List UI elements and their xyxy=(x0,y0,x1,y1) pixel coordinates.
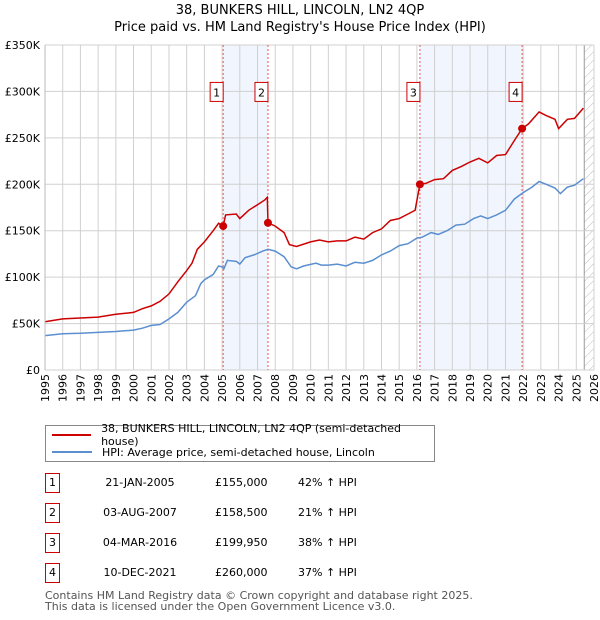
price-chart: 1995 1996 1997 1998 1999 2000 2001 2002 2003 2004… xyxy=(5,39,600,402)
sale-label: 3 xyxy=(410,86,417,99)
x-tick-label: 2015 xyxy=(393,374,406,402)
x-tick-label: 2016 xyxy=(411,374,424,402)
sale-row: 3 04-MAR-2016 £199,950 38% ↑ HPI xyxy=(45,533,445,553)
chart-subtitle: Price paid vs. HM Land Registry's House … xyxy=(114,20,486,35)
x-tick-label: 2020 xyxy=(482,374,495,402)
sale-row: 2 03-AUG-2007 £158,500 21% ↑ HPI xyxy=(45,503,445,523)
x-tick-label: 2012 xyxy=(340,374,353,402)
x-tick-label: 2005 xyxy=(216,374,229,402)
sale-hpi-change: 37% ↑ HPI xyxy=(298,566,357,579)
sale-date: 21-JAN-2005 xyxy=(105,476,175,489)
x-tick-label: 1997 xyxy=(74,374,87,402)
y-tick-label: £200K xyxy=(5,178,41,191)
legend-item-hpi: HPI: Average price, semi-detached house,… xyxy=(46,444,375,460)
x-tick-label: 2003 xyxy=(181,374,194,402)
x-tick-label: 2010 xyxy=(305,374,318,402)
sale-price: £199,950 xyxy=(215,536,268,549)
sale-number-badge: 1 xyxy=(45,473,60,493)
x-tick-label: 1998 xyxy=(92,374,105,402)
x-tick-label: 1999 xyxy=(110,374,123,402)
x-tick-label: 2009 xyxy=(287,374,300,402)
sale-label: 2 xyxy=(258,86,265,99)
x-tick-label: 2002 xyxy=(163,374,176,402)
y-tick-label: £300K xyxy=(5,85,41,98)
x-tick-label: 2019 xyxy=(464,374,477,402)
sale-number-badge: 3 xyxy=(45,533,60,553)
property-price-line xyxy=(44,107,584,323)
sale-date: 03-AUG-2007 xyxy=(103,506,177,519)
y-tick-label: £150K xyxy=(5,225,41,238)
x-tick-label: 2007 xyxy=(252,374,265,402)
legend-label: HPI: Average price, semi-detached house,… xyxy=(102,445,375,459)
legend: 38, BUNKERS HILL, LINCOLN, LN2 4QP (semi… xyxy=(45,422,435,462)
x-tick-label: 2014 xyxy=(375,374,388,402)
legend-item-property: 38, BUNKERS HILL, LINCOLN, LN2 4QP (semi… xyxy=(46,422,434,448)
x-tick-label: 2017 xyxy=(429,374,442,402)
sale-hpi-change: 38% ↑ HPI xyxy=(298,536,357,549)
y-tick-label: £50K xyxy=(12,318,41,331)
y-tick-label: £100K xyxy=(5,271,41,284)
x-tick-label: 2018 xyxy=(446,374,459,402)
sale-price: £158,500 xyxy=(215,506,268,519)
x-tick-label: 2025 xyxy=(570,374,583,402)
x-tick-label: 2006 xyxy=(234,374,247,402)
sale-hpi-change: 21% ↑ HPI xyxy=(298,506,357,519)
legend-swatch-blue xyxy=(52,451,92,453)
sale-label: 1 xyxy=(213,86,220,99)
legend-label: 38, BUNKERS HILL, LINCOLN, LN2 4QP (semi… xyxy=(101,422,401,448)
sale-hpi-change: 42% ↑ HPI xyxy=(298,476,357,489)
legend-swatch-red xyxy=(52,434,92,436)
sale-price: £155,000 xyxy=(215,476,268,489)
x-tick-label: 2001 xyxy=(145,374,158,402)
x-tick-label: 2021 xyxy=(499,374,512,402)
sale-label-box xyxy=(254,81,269,102)
x-tick-label: 1995 xyxy=(39,374,52,402)
chart-title: 38, BUNKERS HILL, LINCOLN, LN2 4QP xyxy=(175,3,425,18)
x-tick-label: 2004 xyxy=(198,374,211,402)
footer-copyright: Contains HM Land Registry data © Crown c… xyxy=(45,589,473,602)
sale-label-box xyxy=(508,81,523,102)
sale-row: 1 21-JAN-2005 £155,000 42% ↑ HPI xyxy=(45,473,445,493)
sale-label-box xyxy=(209,81,224,102)
sale-point xyxy=(219,222,228,231)
x-tick-label: 2026 xyxy=(588,374,600,402)
hpi-line xyxy=(44,178,584,337)
forecast-hatch xyxy=(584,45,594,370)
x-tick-label: 2022 xyxy=(517,374,530,402)
sale-point xyxy=(518,124,527,133)
sale-price: £260,000 xyxy=(215,566,268,579)
sale-row: 4 10-DEC-2021 £260,000 37% ↑ HPI xyxy=(45,563,445,583)
sale-point xyxy=(263,218,272,227)
sale-point xyxy=(415,180,424,189)
x-tick-label: 1996 xyxy=(57,374,70,402)
x-tick-label: 2024 xyxy=(553,374,566,402)
sale-date: 04-MAR-2016 xyxy=(102,536,178,549)
y-tick-label: £350K xyxy=(5,39,41,52)
footer-licence: This data is licensed under the Open Gov… xyxy=(45,600,396,613)
x-tick-label: 2023 xyxy=(535,374,548,402)
sale-date: 10-DEC-2021 xyxy=(103,566,177,579)
x-tick-label: 2013 xyxy=(358,374,371,402)
sale-label-box xyxy=(406,81,421,102)
x-tick-label: 2011 xyxy=(322,374,335,402)
sale-number-badge: 2 xyxy=(45,503,60,523)
x-tick-label: 2008 xyxy=(269,374,282,402)
x-tick-label: 2000 xyxy=(128,374,141,402)
sale-label: 4 xyxy=(512,86,519,99)
y-tick-label: £0 xyxy=(26,364,40,377)
y-tick-label: £250K xyxy=(5,132,41,145)
sale-number-badge: 4 xyxy=(45,563,60,583)
